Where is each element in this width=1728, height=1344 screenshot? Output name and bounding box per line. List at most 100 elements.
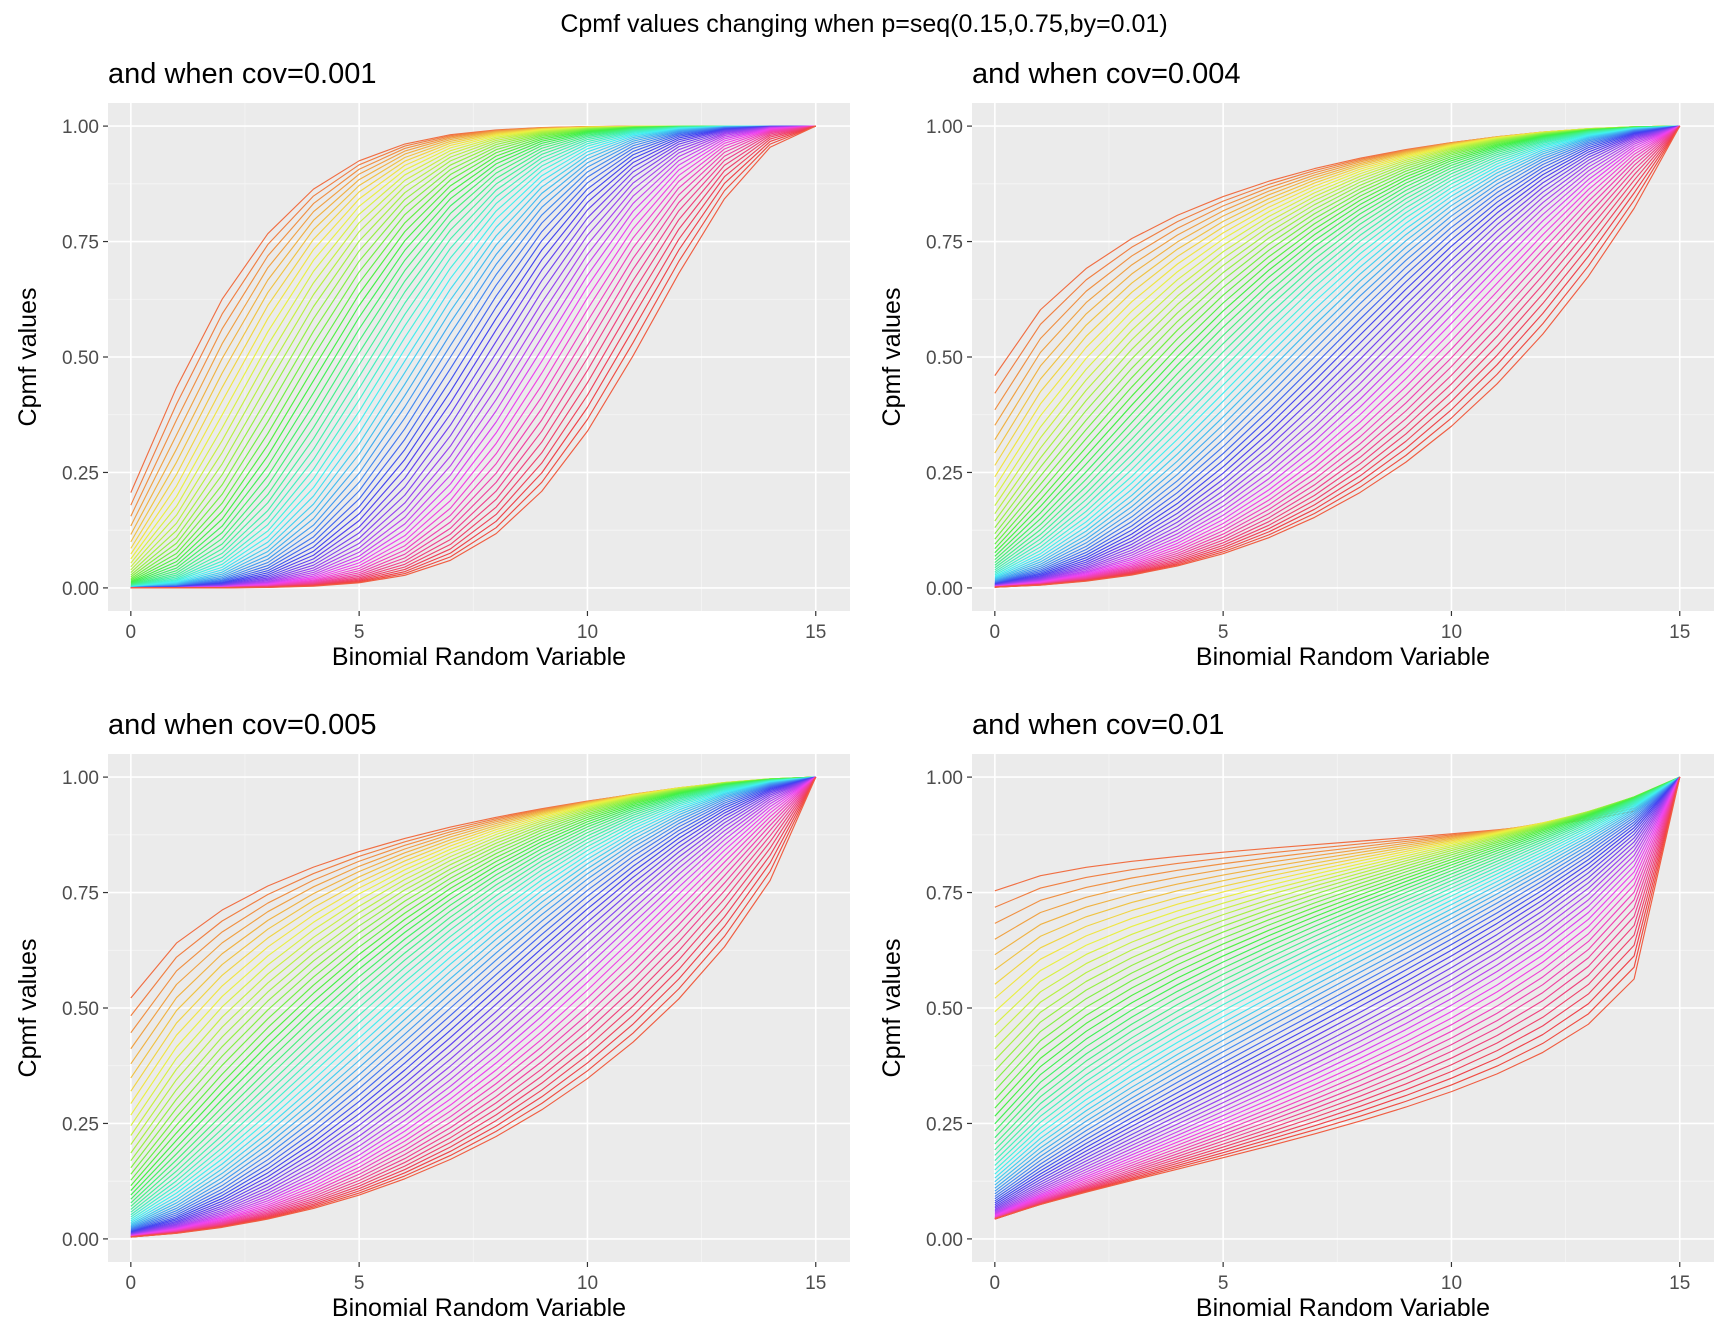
cdf-curve-p-0.51 (994, 776, 1681, 1200)
y-tick-label: 1.00 (926, 117, 963, 138)
cdf-curve-p-0.66 (994, 776, 1681, 1219)
cdf-curve-p-0.33 (994, 776, 1680, 1117)
y-tick-label: 1.00 (62, 117, 99, 138)
cdf-curve-p-0.60 (994, 125, 1680, 587)
cdf-curve-p-0.57 (130, 776, 816, 1235)
cdf-curve-p-0.49 (994, 776, 1681, 1195)
cdf-curve-p-0.54 (994, 125, 1680, 586)
cdf-curve-p-0.48 (130, 776, 816, 1229)
y-tick-label: 0.75 (62, 233, 99, 254)
y-tick-label: 0.75 (926, 233, 963, 254)
cdf-curve-p-0.63 (994, 776, 1681, 1217)
cdf-curve-p-0.58 (130, 125, 816, 589)
x-tick-label: 5 (354, 1273, 365, 1294)
cdf-curve-p-0.52 (994, 125, 1680, 585)
cdf-curve-p-0.55 (994, 125, 1680, 586)
cdf-curve-p-0.36 (994, 125, 1680, 564)
cdf-curve-p-0.51 (994, 125, 1680, 584)
cdf-curve-p-0.54 (994, 776, 1681, 1206)
cdf-curve-p-0.36 (130, 776, 816, 1204)
cdf-curve-p-0.59 (130, 776, 816, 1236)
cdf-curve-p-0.57 (994, 125, 1680, 586)
cdf-curve-p-0.53 (130, 125, 816, 589)
x-tick-label: 5 (1218, 622, 1229, 643)
cdf-curve-p-0.54 (130, 776, 816, 1234)
cdf-curve-p-0.66 (994, 125, 1681, 588)
curve-group (130, 125, 816, 589)
cdf-curve-p-0.57 (994, 776, 1681, 1210)
cdf-curve-p-0.56 (994, 125, 1680, 586)
y-axis-title: Cpmf values (878, 288, 906, 427)
cdf-curve-p-0.70 (994, 125, 1681, 588)
cdf-curve-p-0.49 (130, 125, 816, 589)
cdf-curve-p-0.56 (130, 125, 816, 589)
cdf-curve-p-0.39 (994, 776, 1681, 1156)
cdf-curve-p-0.75 (130, 125, 816, 589)
cdf-curve-p-0.55 (130, 125, 816, 589)
cdf-curve-p-0.60 (994, 776, 1681, 1214)
cdf-curve-p-0.37 (994, 776, 1681, 1145)
x-tick-label: 0 (126, 1273, 137, 1294)
cdf-curve-p-0.41 (994, 125, 1680, 574)
cdf-curve-p-0.69 (994, 776, 1681, 1220)
cdf-curve-p-0.45 (994, 776, 1681, 1183)
x-axis-title: Binomial Random Variable (1196, 643, 1490, 671)
cdf-curve-p-0.68 (994, 776, 1681, 1220)
cdf-curve-p-0.40 (994, 776, 1681, 1161)
cdf-curve-p-0.43 (130, 776, 816, 1222)
y-tick-label: 0.50 (62, 999, 99, 1020)
cdf-curve-p-0.53 (994, 125, 1680, 585)
x-axis-title: Binomial Random Variable (332, 643, 626, 671)
cdf-curve-p-0.32 (994, 776, 1680, 1109)
curve-group (994, 125, 1681, 588)
cdf-curve-p-0.73 (130, 776, 817, 1238)
y-tick-label: 0.50 (926, 999, 963, 1020)
cdf-curve-p-0.71 (994, 776, 1681, 1220)
cdf-curve-p-0.67 (994, 125, 1681, 588)
cdf-curve-p-0.75 (130, 776, 817, 1238)
panel-1: and when cov=0.001 0.00 0.25 0.50 0.75 1.00 0 5… (14, 58, 850, 671)
cdf-curve-p-0.45 (130, 776, 816, 1225)
cdf-curve-p-0.59 (994, 776, 1681, 1213)
cdf-curve-p-0.52 (130, 776, 816, 1232)
cdf-curve-p-0.53 (994, 776, 1681, 1204)
cdf-curve-p-0.59 (130, 125, 816, 589)
cdf-curve-p-0.29 (994, 776, 1680, 1082)
cdf-curve-p-0.69 (994, 125, 1681, 588)
cdf-curve-p-0.73 (994, 776, 1681, 1220)
cdf-curve-p-0.48 (994, 125, 1680, 582)
y-axis-title: Cpmf values (14, 939, 42, 1078)
figure-supertitle: Cpmf values changing when p=seq(0.15,0.7… (560, 10, 1167, 38)
cdf-curve-p-0.66 (130, 776, 817, 1238)
cdf-curve-p-0.57 (130, 125, 816, 589)
cdf-curve-p-0.42 (130, 776, 816, 1220)
panel-title: and when cov=0.001 (108, 58, 376, 90)
x-tick-label: 15 (805, 1273, 826, 1294)
y-axis-title: Cpmf values (878, 939, 906, 1078)
cdf-curve-p-0.62 (994, 776, 1681, 1216)
x-tick-label: 0 (990, 622, 1001, 643)
cdf-curve-p-0.64 (994, 776, 1681, 1218)
x-tick-label: 15 (1669, 622, 1690, 643)
cdf-curve-p-0.75 (994, 125, 1681, 588)
cdf-curve-p-0.42 (994, 776, 1681, 1171)
cdf-curve-p-0.38 (994, 125, 1680, 569)
y-tick-label: 0.25 (62, 1114, 99, 1135)
cdf-curve-p-0.75 (994, 776, 1681, 1220)
cdf-curve-p-0.72 (994, 776, 1681, 1220)
cdf-curve-p-0.31 (994, 776, 1680, 1100)
cdf-curve-p-0.37 (130, 776, 816, 1207)
panel-title: and when cov=0.004 (972, 58, 1240, 90)
cdf-curve-p-0.61 (130, 776, 817, 1237)
cdf-curve-p-0.50 (994, 776, 1681, 1197)
cdf-curve-p-0.65 (994, 125, 1681, 588)
cdf-curve-p-0.49 (994, 125, 1680, 583)
cdf-curve-p-0.64 (994, 125, 1681, 588)
cdf-curve-p-0.40 (994, 125, 1680, 573)
curve-group (130, 776, 817, 1238)
y-tick-label: 0.00 (926, 1230, 963, 1251)
cdf-curve-p-0.62 (130, 776, 817, 1237)
cdf-curve-p-0.71 (130, 776, 817, 1238)
panel-title: and when cov=0.01 (972, 709, 1224, 741)
